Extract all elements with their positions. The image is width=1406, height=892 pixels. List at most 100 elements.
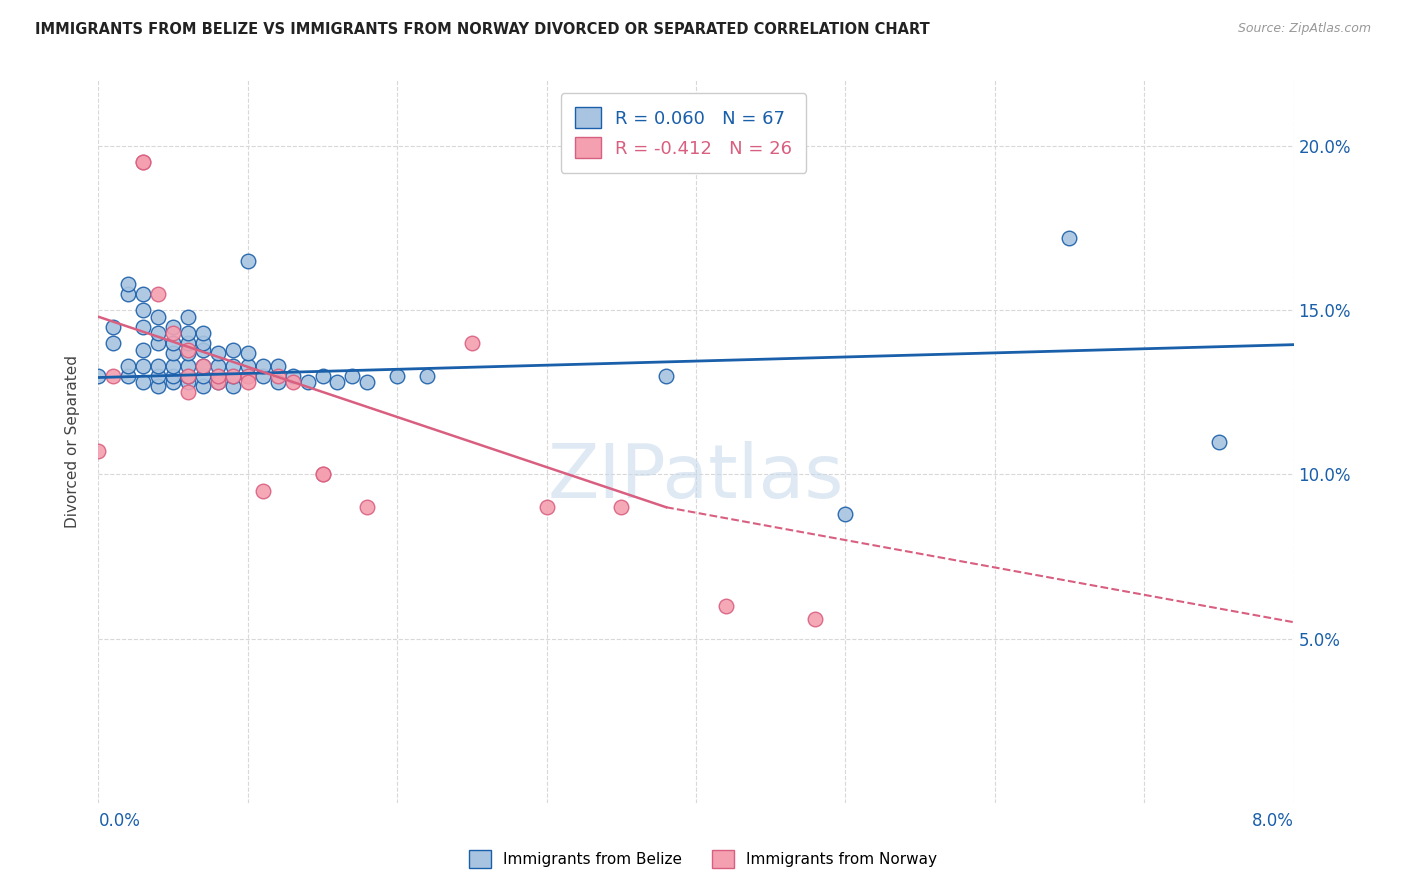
Point [834,507,856,521]
Point [326,376,349,390]
Point [132,155,155,169]
Point [162,368,184,383]
Point [162,319,184,334]
Point [148,286,170,301]
Point [311,368,333,383]
Point [117,359,139,373]
Point [87,444,110,458]
Point [655,368,678,383]
Point [356,376,378,390]
Point [177,336,200,351]
Point [207,376,229,390]
Point [117,368,139,383]
Point [177,310,200,324]
Point [236,368,259,383]
Point [132,376,155,390]
Point [117,277,139,291]
Point [222,359,245,373]
Point [207,376,229,390]
Point [148,378,170,392]
Point [207,359,229,373]
Point [177,346,200,360]
Point [267,359,290,373]
Point [581,139,603,153]
Point [416,368,439,383]
Point [148,368,170,383]
Point [207,368,229,383]
Point [804,612,827,626]
Point [536,500,558,515]
Point [281,368,304,383]
Point [162,376,184,390]
Point [311,467,333,482]
Point [1208,434,1230,449]
Point [207,346,229,360]
Point [103,368,125,383]
Point [207,368,229,383]
Point [177,376,200,390]
Point [177,368,200,383]
Point [177,343,200,357]
Point [267,368,290,383]
Point [87,368,110,383]
Legend: R = 0.060   N = 67, R = -0.412   N = 26: R = 0.060 N = 67, R = -0.412 N = 26 [561,93,807,172]
Point [356,500,378,515]
Point [222,368,245,383]
Point [385,368,409,383]
Point [162,326,184,340]
Point [162,336,184,351]
Point [610,500,633,515]
Point [117,286,139,301]
Point [132,319,155,334]
Point [177,368,200,383]
Point [103,336,125,351]
Point [236,368,259,383]
Point [236,376,259,390]
Point [461,336,484,351]
Point [252,368,274,383]
Point [236,359,259,373]
Point [103,319,125,334]
Point [222,343,245,357]
Point [177,359,200,373]
Point [191,368,214,383]
Point [148,336,170,351]
Text: Source: ZipAtlas.com: Source: ZipAtlas.com [1237,22,1371,36]
Point [236,253,259,268]
Point [311,467,333,482]
Point [191,326,214,340]
Point [191,336,214,351]
Point [252,359,274,373]
Point [267,376,290,390]
Point [222,368,245,383]
Point [236,346,259,360]
Point [191,343,214,357]
Point [281,376,304,390]
Point [191,359,214,373]
Point [162,346,184,360]
Point [714,599,737,613]
Text: ZIPatlas: ZIPatlas [548,442,844,514]
Point [177,385,200,400]
Point [132,303,155,318]
Point [297,376,319,390]
Point [191,378,214,392]
Point [177,326,200,340]
Y-axis label: Divorced or Separated: Divorced or Separated [65,355,80,528]
Point [222,378,245,392]
Point [148,310,170,324]
Text: IMMIGRANTS FROM BELIZE VS IMMIGRANTS FROM NORWAY DIVORCED OR SEPARATED CORRELATI: IMMIGRANTS FROM BELIZE VS IMMIGRANTS FRO… [35,22,929,37]
Point [132,155,155,169]
Point [252,483,274,498]
Point [132,359,155,373]
Point [191,359,214,373]
Text: 8.0%: 8.0% [1251,813,1294,830]
Point [162,359,184,373]
Point [132,286,155,301]
Point [148,326,170,340]
Legend: Immigrants from Belize, Immigrants from Norway: Immigrants from Belize, Immigrants from … [463,844,943,873]
Point [132,343,155,357]
Point [1059,231,1081,245]
Point [342,368,364,383]
Point [148,359,170,373]
